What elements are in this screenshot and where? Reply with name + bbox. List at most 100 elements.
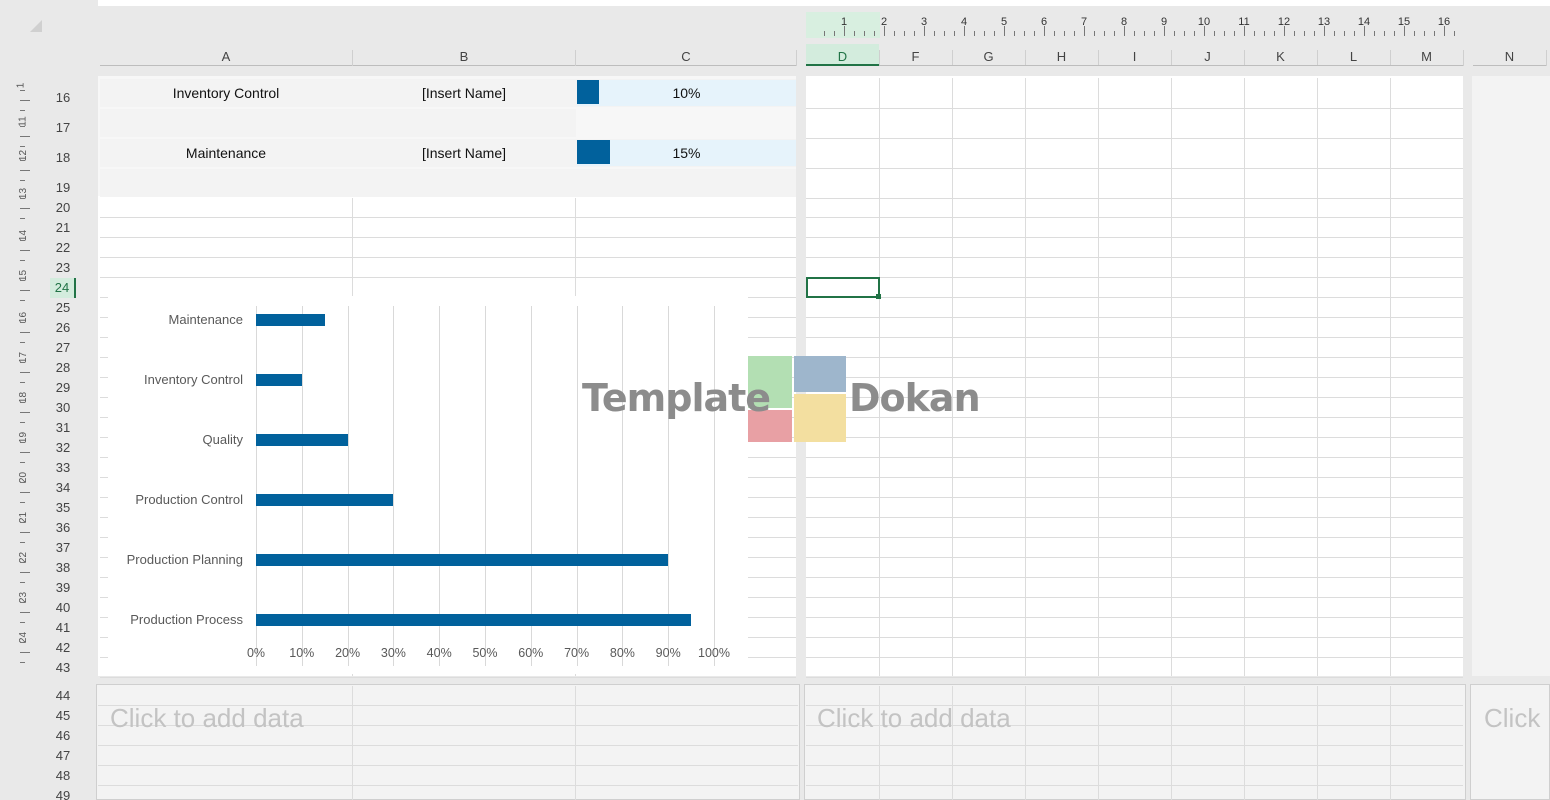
chart-bar[interactable] (256, 554, 669, 566)
gridline-horizontal (806, 705, 1463, 706)
ruler-tick (1184, 31, 1185, 36)
bar-chart[interactable] (108, 296, 748, 674)
fill-handle[interactable] (876, 294, 881, 299)
row-header-27[interactable]: 27 (55, 340, 71, 355)
row-header-23[interactable]: 23 (55, 260, 71, 275)
column-header-n[interactable]: N (1473, 44, 1546, 66)
row-header-19[interactable]: 19 (55, 180, 71, 195)
column-separator[interactable] (1463, 50, 1464, 66)
gridline-horizontal (100, 217, 796, 218)
column-header-d[interactable]: D (806, 44, 879, 66)
column-header-a[interactable]: A (100, 44, 352, 66)
ruler-tick (984, 31, 985, 36)
add-data-placeholder[interactable]: Click to add data (110, 703, 304, 733)
column-separator[interactable] (1317, 50, 1318, 66)
column-separator[interactable] (1546, 50, 1547, 66)
row-header-28[interactable]: 28 (55, 360, 71, 375)
ruler-number: 4 (960, 16, 968, 28)
column-separator[interactable] (1390, 50, 1391, 66)
column-separator[interactable] (796, 50, 797, 66)
vertical-ruler-tick (20, 642, 25, 643)
ruler-tick (854, 31, 855, 36)
row-header-41[interactable]: 41 (55, 620, 71, 635)
select-all-triangle-icon[interactable] (30, 20, 42, 32)
column-header-b[interactable]: B (353, 44, 575, 66)
top-strip (0, 0, 1550, 6)
column-header-m[interactable]: M (1390, 44, 1463, 66)
vertical-ruler-tick (20, 332, 30, 333)
row-header-33[interactable]: 33 (55, 460, 71, 475)
chart-bar[interactable] (256, 614, 692, 626)
chart-bar[interactable] (256, 434, 348, 446)
row-header-37[interactable]: 37 (55, 540, 71, 555)
owner-cell[interactable]: [Insert Name] (421, 145, 507, 161)
gridline-horizontal (806, 437, 1463, 438)
owner-cell[interactable]: [Insert Name] (421, 85, 507, 101)
column-header-g[interactable]: G (952, 44, 1025, 66)
column-separator[interactable] (1025, 50, 1026, 66)
row-header-39[interactable]: 39 (55, 580, 71, 595)
row-header-16[interactable]: 16 (55, 90, 71, 105)
ruler-tick (1284, 26, 1285, 36)
vertical-ruler-tick (20, 662, 25, 663)
gridline-horizontal (806, 417, 1463, 418)
row-header-17[interactable]: 17 (55, 120, 71, 135)
add-data-placeholder[interactable]: Click to add data (817, 703, 1011, 733)
row-header-22[interactable]: 22 (55, 240, 71, 255)
chart-bar[interactable] (256, 314, 325, 326)
gridline-horizontal (98, 785, 798, 786)
gridline-vertical (1244, 686, 1245, 800)
task-name-cell[interactable]: Inventory Control (172, 85, 280, 101)
percent-cell-bg[interactable] (577, 80, 796, 106)
watermark-text-left: Template (582, 376, 771, 420)
row-header-21[interactable]: 21 (55, 220, 71, 235)
row-header-42[interactable]: 42 (55, 640, 71, 655)
row-header-34[interactable]: 34 (55, 480, 71, 495)
add-data-placeholder[interactable]: Click (1484, 703, 1541, 733)
select-all-corner[interactable] (0, 0, 98, 66)
row-header-24[interactable]: 24 (50, 278, 76, 298)
column-header-k[interactable]: K (1244, 44, 1317, 66)
column-separator[interactable] (1171, 50, 1172, 66)
column-separator[interactable] (1244, 50, 1245, 66)
row-header-18[interactable]: 18 (55, 150, 71, 165)
column-separator[interactable] (1098, 50, 1099, 66)
row-header-29[interactable]: 29 (55, 380, 71, 395)
column-header-c[interactable]: C (576, 44, 796, 66)
row-header-46[interactable]: 46 (55, 728, 71, 743)
row-header-31[interactable]: 31 (55, 420, 71, 435)
row-header-20[interactable]: 20 (55, 200, 71, 215)
column-header-i[interactable]: I (1098, 44, 1171, 66)
row-header-25[interactable]: 25 (55, 300, 71, 315)
column-header-h[interactable]: H (1025, 44, 1098, 66)
row-header-32[interactable]: 32 (55, 440, 71, 455)
column-separator[interactable] (575, 50, 576, 66)
task-name-cell[interactable]: Maintenance (185, 145, 267, 161)
column-header-j[interactable]: J (1171, 44, 1244, 66)
row-header-40[interactable]: 40 (55, 600, 71, 615)
column-header-l[interactable]: L (1317, 44, 1390, 66)
active-cell[interactable] (806, 277, 880, 298)
gridline-horizontal (806, 277, 1463, 278)
ruler-number: 10 (1197, 16, 1211, 28)
row-header-26[interactable]: 26 (55, 320, 71, 335)
percent-cell: 15% (672, 145, 701, 161)
percent-cell-bg[interactable] (577, 140, 796, 166)
column-separator[interactable] (879, 50, 880, 66)
row-header-44[interactable]: 44 (55, 688, 71, 703)
column-separator[interactable] (952, 50, 953, 66)
ruler-number: 2 (880, 16, 888, 28)
row-header-48[interactable]: 48 (55, 768, 71, 783)
row-header-36[interactable]: 36 (55, 520, 71, 535)
row-header-45[interactable]: 45 (55, 708, 71, 723)
chart-bar[interactable] (256, 374, 302, 386)
column-separator[interactable] (352, 50, 353, 66)
row-header-47[interactable]: 47 (55, 748, 71, 763)
row-header-30[interactable]: 30 (55, 400, 71, 415)
row-header-43[interactable]: 43 (55, 660, 71, 675)
column-header-f[interactable]: F (879, 44, 952, 66)
chart-bar[interactable] (256, 494, 394, 506)
row-header-38[interactable]: 38 (55, 560, 71, 575)
row-header-49[interactable]: 49 (55, 788, 71, 800)
row-header-35[interactable]: 35 (55, 500, 71, 515)
